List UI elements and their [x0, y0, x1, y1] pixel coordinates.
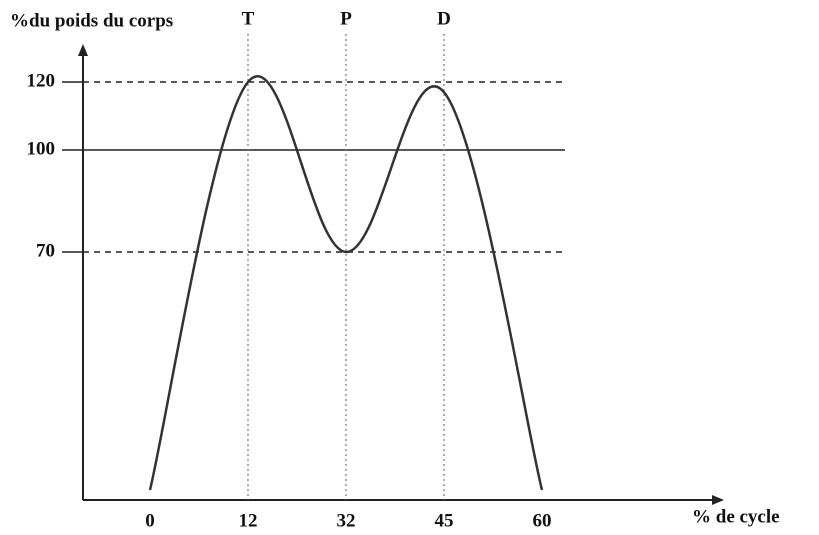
- y-axis-arrow: [78, 44, 88, 56]
- y-tick-label: 70: [36, 240, 55, 261]
- marker-label: D: [437, 8, 451, 29]
- x-tick-label: 32: [337, 510, 356, 531]
- x-tick-label: 0: [145, 510, 155, 531]
- marker-label: T: [242, 8, 255, 29]
- y-tick-label: 100: [27, 138, 56, 159]
- y-axis-label: %du poids du corps: [10, 10, 173, 31]
- x-tick-label: 60: [533, 510, 552, 531]
- x-axis-arrow: [712, 495, 724, 505]
- x-tick-label: 12: [239, 510, 258, 531]
- force-curve: [148, 75, 544, 491]
- y-tick-label: 120: [27, 70, 56, 91]
- marker-label: P: [340, 8, 352, 29]
- x-axis-label: % de cycle: [692, 506, 780, 527]
- x-tick-label: 45: [435, 510, 454, 531]
